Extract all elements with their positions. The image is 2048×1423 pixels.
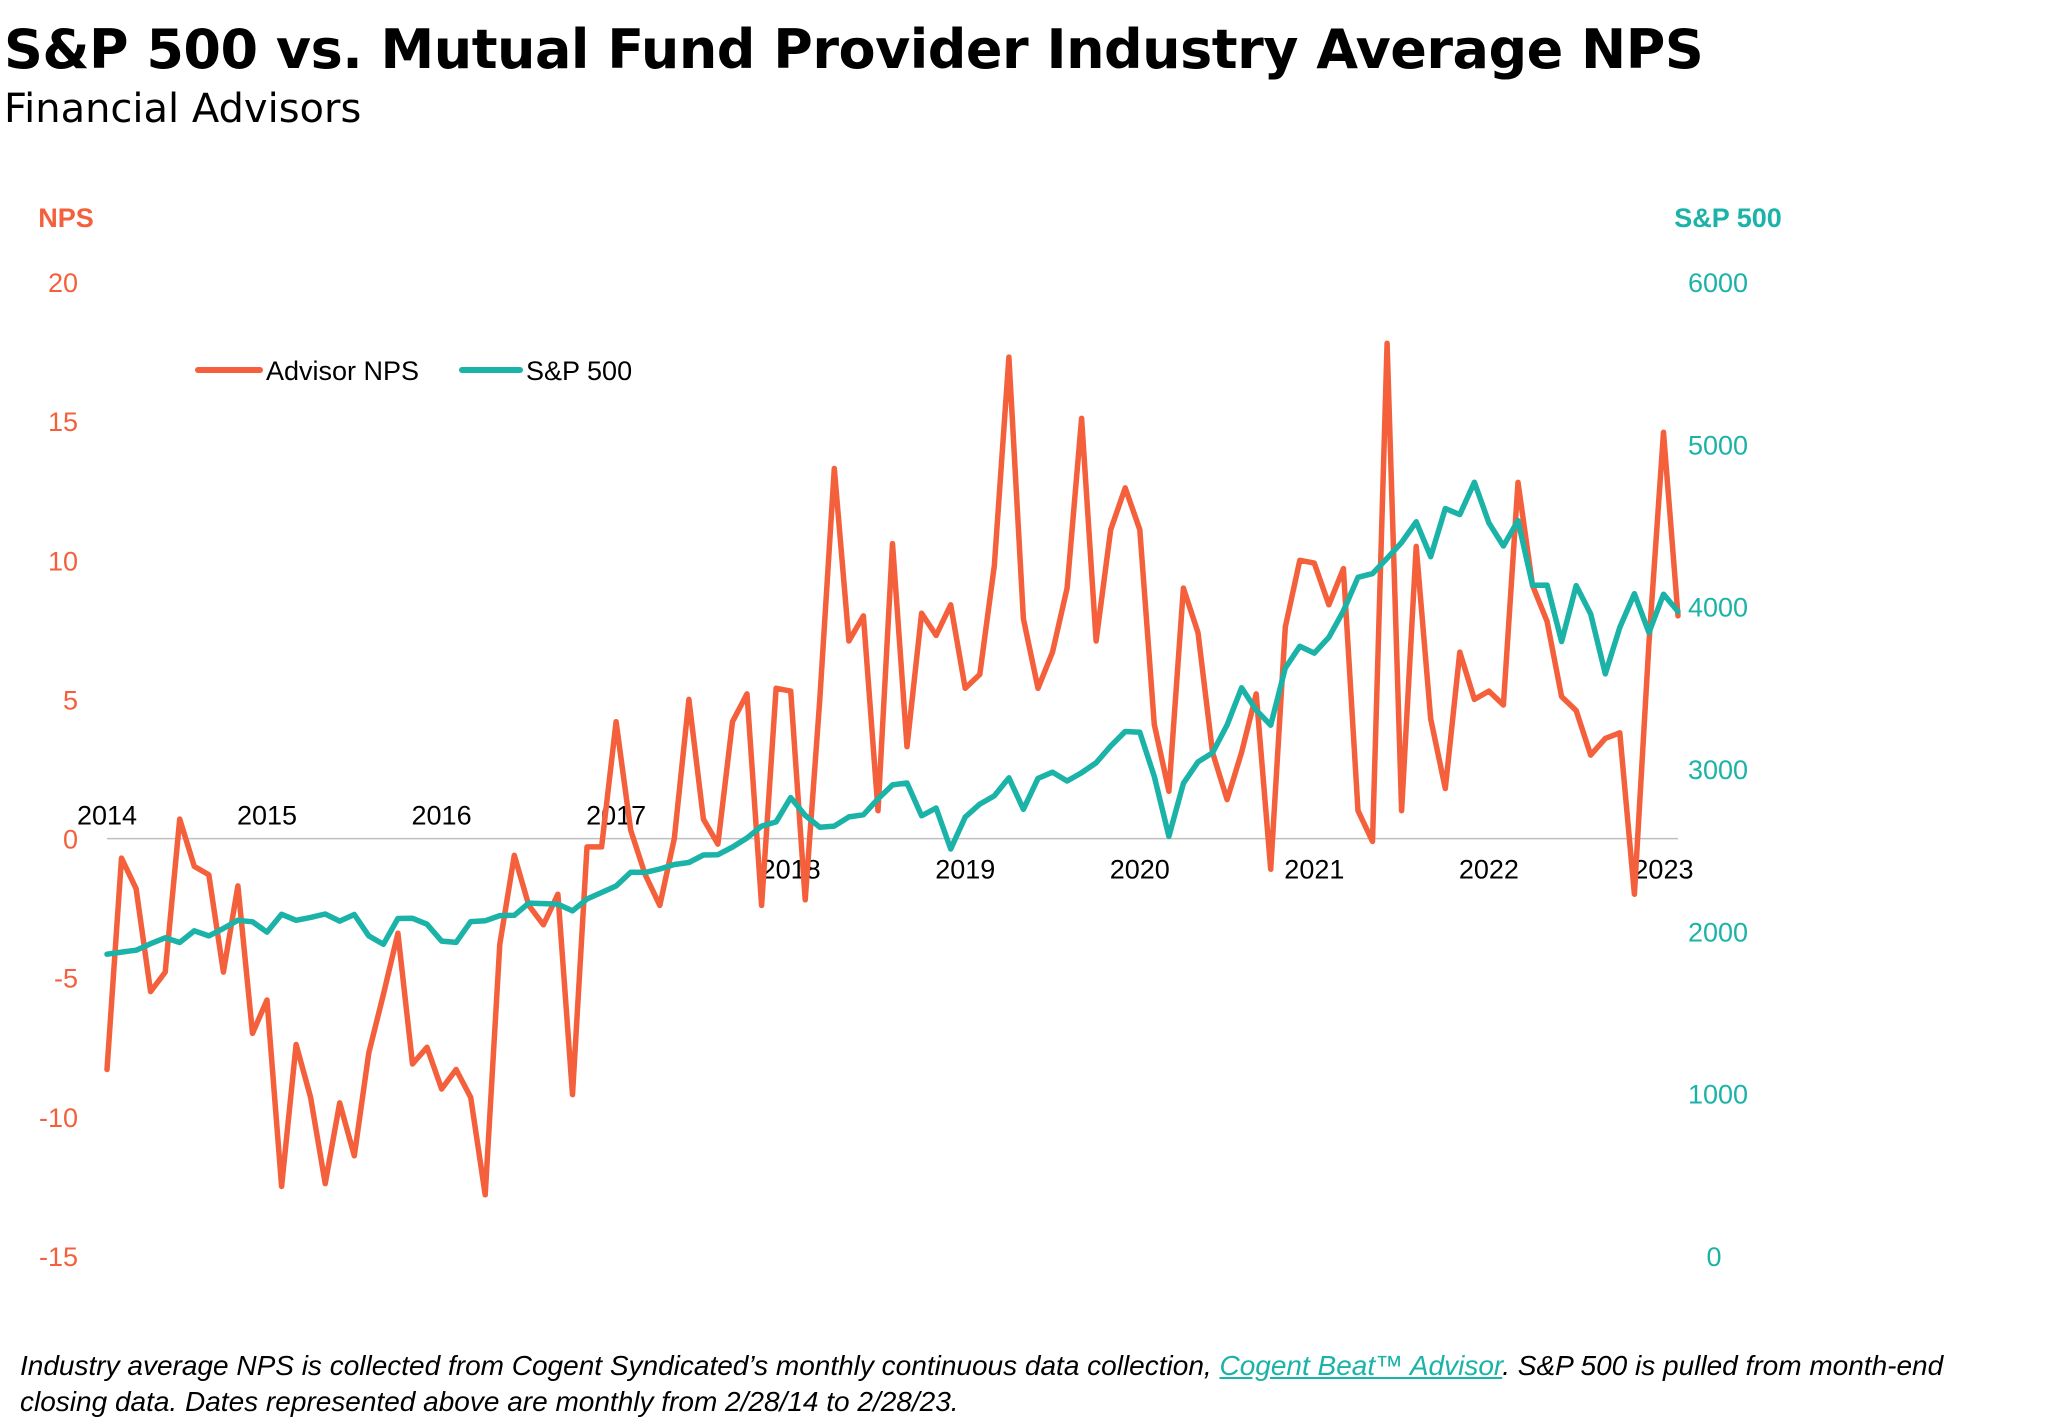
x-axis-year-label: 2019 bbox=[935, 855, 995, 885]
advisor-nps-line bbox=[104, 340, 1681, 1198]
footnote-text-after: . S&P 500 is pulled from month-end closi… bbox=[20, 1350, 1944, 1417]
left-axis-title: NPS bbox=[38, 203, 94, 233]
right-axis-tick-label: 0 bbox=[1706, 1242, 1721, 1272]
x-axis-year-label: 2016 bbox=[412, 801, 472, 831]
x-axis-year-label: 2015 bbox=[237, 801, 297, 831]
legend-sp500-label: S&P 500 bbox=[526, 356, 632, 386]
right-axis-tick-label: 1000 bbox=[1688, 1080, 1748, 1110]
left-axis-tick-label: 5 bbox=[63, 685, 78, 715]
chart-subtitle: Financial Advisors bbox=[4, 86, 362, 132]
right-axis-tick-label: 6000 bbox=[1688, 268, 1748, 298]
right-axis-tick-label: 3000 bbox=[1688, 755, 1748, 785]
right-axis-title: S&P 500 bbox=[1674, 203, 1782, 233]
right-axis-tick-label: 4000 bbox=[1688, 593, 1748, 623]
cogent-beat-advisor-link[interactable]: Cogent Beat™ Advisor bbox=[1219, 1350, 1503, 1381]
left-axis-tick-label: 20 bbox=[48, 268, 78, 298]
legend-advisor-nps-label: Advisor NPS bbox=[266, 356, 419, 386]
right-axis-tick-label: 5000 bbox=[1688, 430, 1748, 460]
nps-sp500-dual-axis-line-chart: NPS S&P 50020151050-5-10-1560005000400030… bbox=[38, 203, 1782, 1272]
x-axis-year-label: 2021 bbox=[1284, 855, 1344, 885]
x-axis-year-label: 2014 bbox=[77, 801, 137, 831]
left-axis-tick-label: -10 bbox=[39, 1103, 78, 1133]
left-axis-tick-label: -15 bbox=[39, 1242, 78, 1272]
x-axis-year-label: 2022 bbox=[1459, 855, 1519, 885]
x-axis-year-label: 2017 bbox=[586, 801, 646, 831]
left-axis-tick-label: 10 bbox=[48, 546, 78, 576]
x-axis-year-label: 2020 bbox=[1110, 855, 1170, 885]
right-axis-tick-label: 2000 bbox=[1688, 917, 1748, 947]
left-axis-tick-label: -5 bbox=[54, 964, 78, 994]
left-axis-tick-label: 0 bbox=[63, 825, 78, 855]
footnote: Industry average NPS is collected from C… bbox=[20, 1348, 2030, 1420]
left-axis-tick-label: 15 bbox=[48, 407, 78, 437]
sp500-line bbox=[104, 479, 1681, 957]
x-axis-year-label: 2023 bbox=[1633, 855, 1693, 885]
chart-title: S&P 500 vs. Mutual Fund Provider Industr… bbox=[4, 18, 1704, 81]
footnote-text-before: Industry average NPS is collected from C… bbox=[20, 1350, 1220, 1381]
x-axis-year-label: 2018 bbox=[761, 855, 821, 885]
